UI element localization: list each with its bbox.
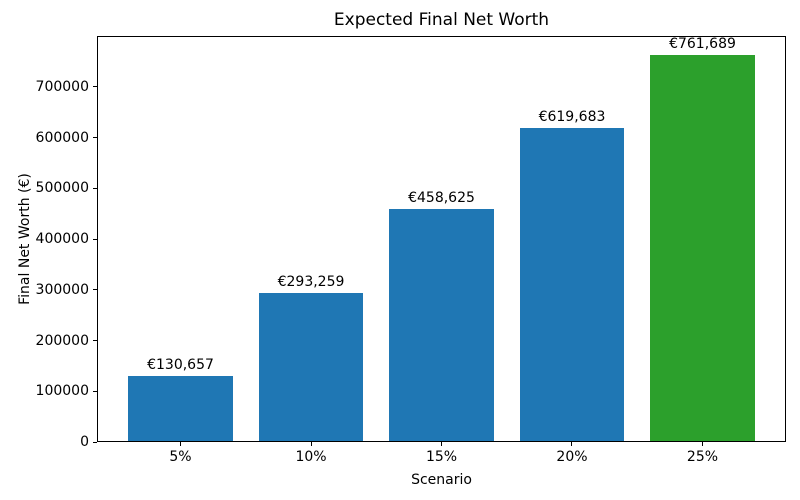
y-tick-label: 600000 [35,129,89,146]
bar-5% [128,375,233,442]
y-tick-mark [93,340,97,341]
y-tick-mark [93,289,97,291]
bar-20% [519,127,625,442]
y-tick-label: 700000 [35,78,89,95]
y-tick-label: 500000 [35,180,89,197]
x-axis-label: Scenario [411,472,472,488]
x-tick-label: 20% [556,449,588,465]
y-tick-mark [93,390,97,392]
bar-10% [258,293,364,442]
y-tick-label: 0 [80,434,89,450]
x-tick-mark [571,442,573,446]
y-tick-mark [93,238,97,240]
bar-value-label: €293,259 [277,274,345,291]
x-tick-mark [180,442,181,446]
x-tick-mark [701,442,703,446]
bar-value-label: €458,625 [408,190,475,207]
y-tick-label: 200000 [35,332,89,349]
x-tick-label: 25% [686,449,719,465]
x-tick-label: 15% [425,449,458,465]
bar-15% [389,209,494,442]
x-tick-mark [441,442,442,446]
bar-value-label: €130,657 [147,356,214,373]
y-tick-label: 300000 [35,281,89,298]
x-tick-mark [310,442,312,446]
y-tick-mark [93,441,97,443]
y-tick-label: 100000 [35,383,89,400]
x-tick-label: 10% [295,449,327,465]
y-tick-mark [93,137,97,138]
bar-25% [650,55,755,442]
chart-title: Expected Final Net Worth [333,10,550,30]
y-tick-mark [93,187,97,189]
bar-value-label: €761,689 [669,36,736,53]
x-tick-label: 5% [169,449,192,465]
bar-value-label: €619,683 [538,108,606,125]
y-tick-mark [93,86,97,88]
y-tick-label: 400000 [35,231,89,247]
